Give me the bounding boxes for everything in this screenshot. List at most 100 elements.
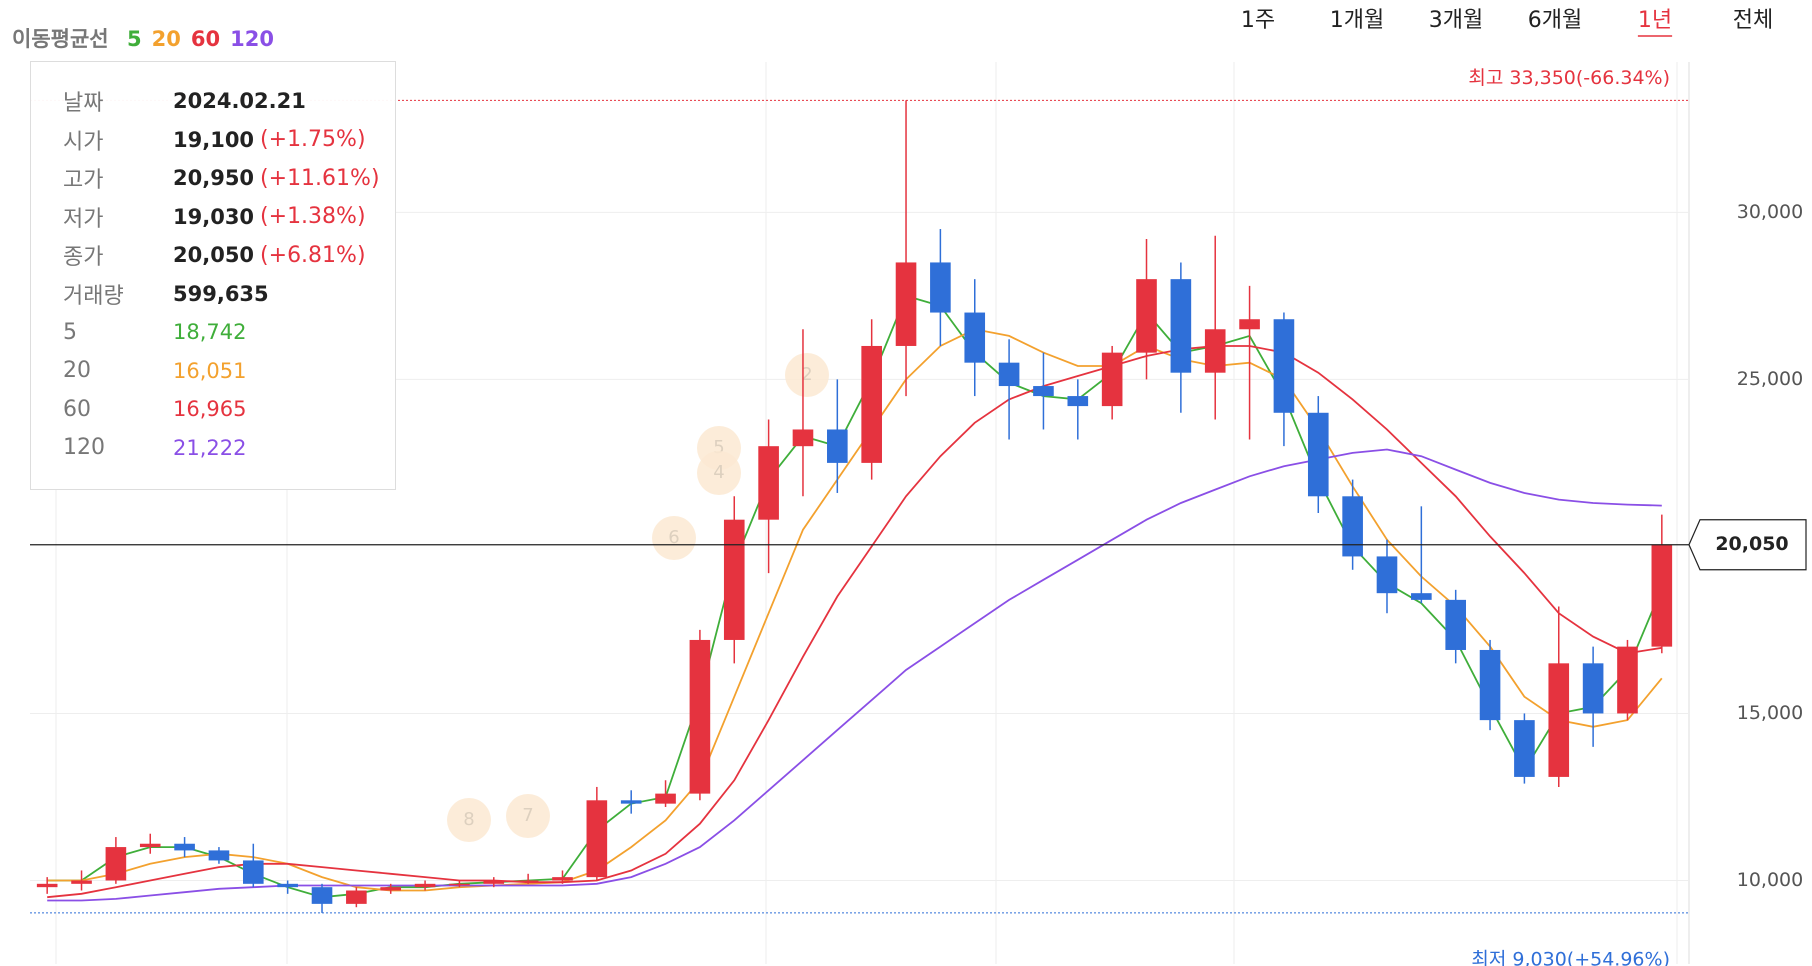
tooltip-value: 20,050 bbox=[173, 243, 255, 268]
tooltip-ma-name: 60 bbox=[63, 396, 91, 422]
legend-entry: 120 bbox=[230, 27, 274, 51]
legend-entry: 5 bbox=[127, 27, 142, 51]
period-button[interactable]: 3개월 bbox=[1429, 8, 1483, 33]
candle-body bbox=[552, 877, 573, 881]
candle-body bbox=[1307, 412, 1329, 497]
candle-body bbox=[964, 312, 986, 363]
tooltip-label: 고가 bbox=[63, 168, 104, 194]
tooltip-value: 19,100 bbox=[173, 127, 255, 152]
ma-line bbox=[47, 448, 1662, 902]
candle-body bbox=[1376, 556, 1398, 594]
tooltip-value: 599,635 bbox=[173, 281, 269, 306]
candle-body bbox=[1342, 496, 1363, 557]
y-tick-label: 15,000 bbox=[1737, 702, 1803, 724]
candle-body bbox=[758, 446, 779, 520]
candle-body bbox=[242, 860, 264, 884]
min-label: 최저 9,030(+54.96%) bbox=[1471, 948, 1670, 966]
tooltip-change: (+1.38%) bbox=[260, 204, 366, 230]
candle-body bbox=[1411, 593, 1432, 600]
candle-body bbox=[1514, 720, 1535, 777]
event-marker-label: 6 bbox=[668, 527, 679, 548]
legend-title: 이동평균선 bbox=[12, 27, 109, 51]
candle-body bbox=[380, 887, 402, 891]
max-label: 최고 33,350(-66.34%) bbox=[1468, 67, 1670, 89]
event-marker-label: 7 bbox=[522, 805, 533, 826]
tooltip-ma-name: 20 bbox=[63, 358, 91, 384]
candle-body bbox=[449, 883, 470, 886]
candle-body bbox=[414, 883, 436, 888]
candle-body bbox=[277, 883, 298, 888]
tooltip-change: (+6.81%) bbox=[260, 242, 366, 268]
event-marker-label: 2 bbox=[801, 364, 812, 385]
tooltip-ma-value: 18,742 bbox=[173, 320, 247, 345]
candle-body bbox=[1204, 329, 1226, 373]
candle-body bbox=[930, 262, 951, 313]
candle-body bbox=[1273, 319, 1295, 413]
tooltip-row: 5 18,742 bbox=[63, 313, 395, 352]
candle-body bbox=[586, 800, 608, 878]
tooltip-row: 시가 19,100 (+1.75%) bbox=[63, 121, 395, 160]
candle-body bbox=[1101, 352, 1123, 407]
candle-body bbox=[689, 639, 711, 794]
tooltip-value: 19,030 bbox=[173, 204, 255, 229]
legend-entry: 20 bbox=[152, 27, 181, 51]
tooltip-ma-value: 16,965 bbox=[173, 397, 247, 422]
event-marker-label: 4 bbox=[713, 462, 724, 483]
ma-line bbox=[47, 345, 1662, 899]
event-marker-label: 5 bbox=[713, 437, 724, 458]
candle-body bbox=[517, 880, 539, 882]
tooltip-ma-value: 16,051 bbox=[173, 358, 247, 383]
tooltip-change: (+11.61%) bbox=[260, 165, 380, 191]
candle-body bbox=[1548, 663, 1570, 777]
candle-body bbox=[792, 429, 814, 447]
event-marker-label: 8 bbox=[463, 809, 474, 830]
event-marker bbox=[447, 798, 491, 842]
period-button[interactable]: 전체 bbox=[1733, 8, 1773, 33]
candle-body bbox=[998, 362, 1020, 387]
y-tick-label: 10,000 bbox=[1737, 869, 1803, 891]
tooltip-value: 20,950 bbox=[173, 166, 255, 191]
tooltip-row: 20 16,051 bbox=[63, 352, 395, 391]
candle-body bbox=[1170, 279, 1192, 373]
event-marker bbox=[652, 516, 696, 560]
candle-body bbox=[827, 429, 848, 463]
period-button[interactable]: 1개월 bbox=[1330, 8, 1384, 33]
tooltip-value: 2024.02.21 bbox=[173, 89, 306, 114]
candle-body bbox=[723, 519, 745, 640]
candle-body bbox=[346, 890, 367, 904]
current-price-label: 20,050 bbox=[1715, 533, 1788, 555]
ma-line bbox=[47, 328, 1663, 892]
tooltip-row: 저가 19,030 (+1.38%) bbox=[63, 198, 395, 237]
candle-body bbox=[174, 843, 195, 851]
candle-body bbox=[1239, 319, 1260, 330]
tooltip-label: 거래량 bbox=[63, 283, 124, 309]
tooltip: 날짜 2024.02.21 시가 19,100 (+1.75%) 고가 20,950 (+11… bbox=[30, 61, 396, 490]
candle-body bbox=[1033, 386, 1054, 397]
candle-body bbox=[311, 887, 333, 904]
tooltip-label: 시가 bbox=[63, 129, 104, 155]
candle-body bbox=[620, 800, 642, 804]
candle-body bbox=[861, 345, 882, 463]
y-tick-label: 30,000 bbox=[1737, 201, 1803, 223]
tooltip-row: 60 16,965 bbox=[63, 390, 395, 429]
period-button[interactable]: 1주 bbox=[1241, 8, 1275, 33]
period-button[interactable]: 6개월 bbox=[1528, 8, 1582, 33]
candle-body bbox=[1617, 646, 1638, 714]
current-price-tag bbox=[1688, 519, 1807, 571]
y-tick-label: 25,000 bbox=[1737, 368, 1803, 390]
period-button[interactable]: 1년 bbox=[1638, 8, 1672, 33]
legend-entry: 60 bbox=[191, 27, 220, 51]
event-marker bbox=[506, 794, 550, 838]
tooltip-ma-name: 120 bbox=[63, 435, 105, 461]
candle-body bbox=[139, 843, 161, 848]
tooltip-change: (+1.75%) bbox=[260, 127, 366, 153]
candle-body bbox=[895, 262, 917, 346]
tooltip-row: 날짜 2024.02.21 bbox=[63, 82, 395, 121]
tooltip-ma-value: 21,222 bbox=[173, 435, 247, 460]
tooltip-row: 종가 20,050 (+6.81%) bbox=[63, 236, 395, 275]
event-marker bbox=[697, 451, 741, 495]
candle-body bbox=[208, 850, 230, 861]
candle-body bbox=[1067, 396, 1089, 407]
